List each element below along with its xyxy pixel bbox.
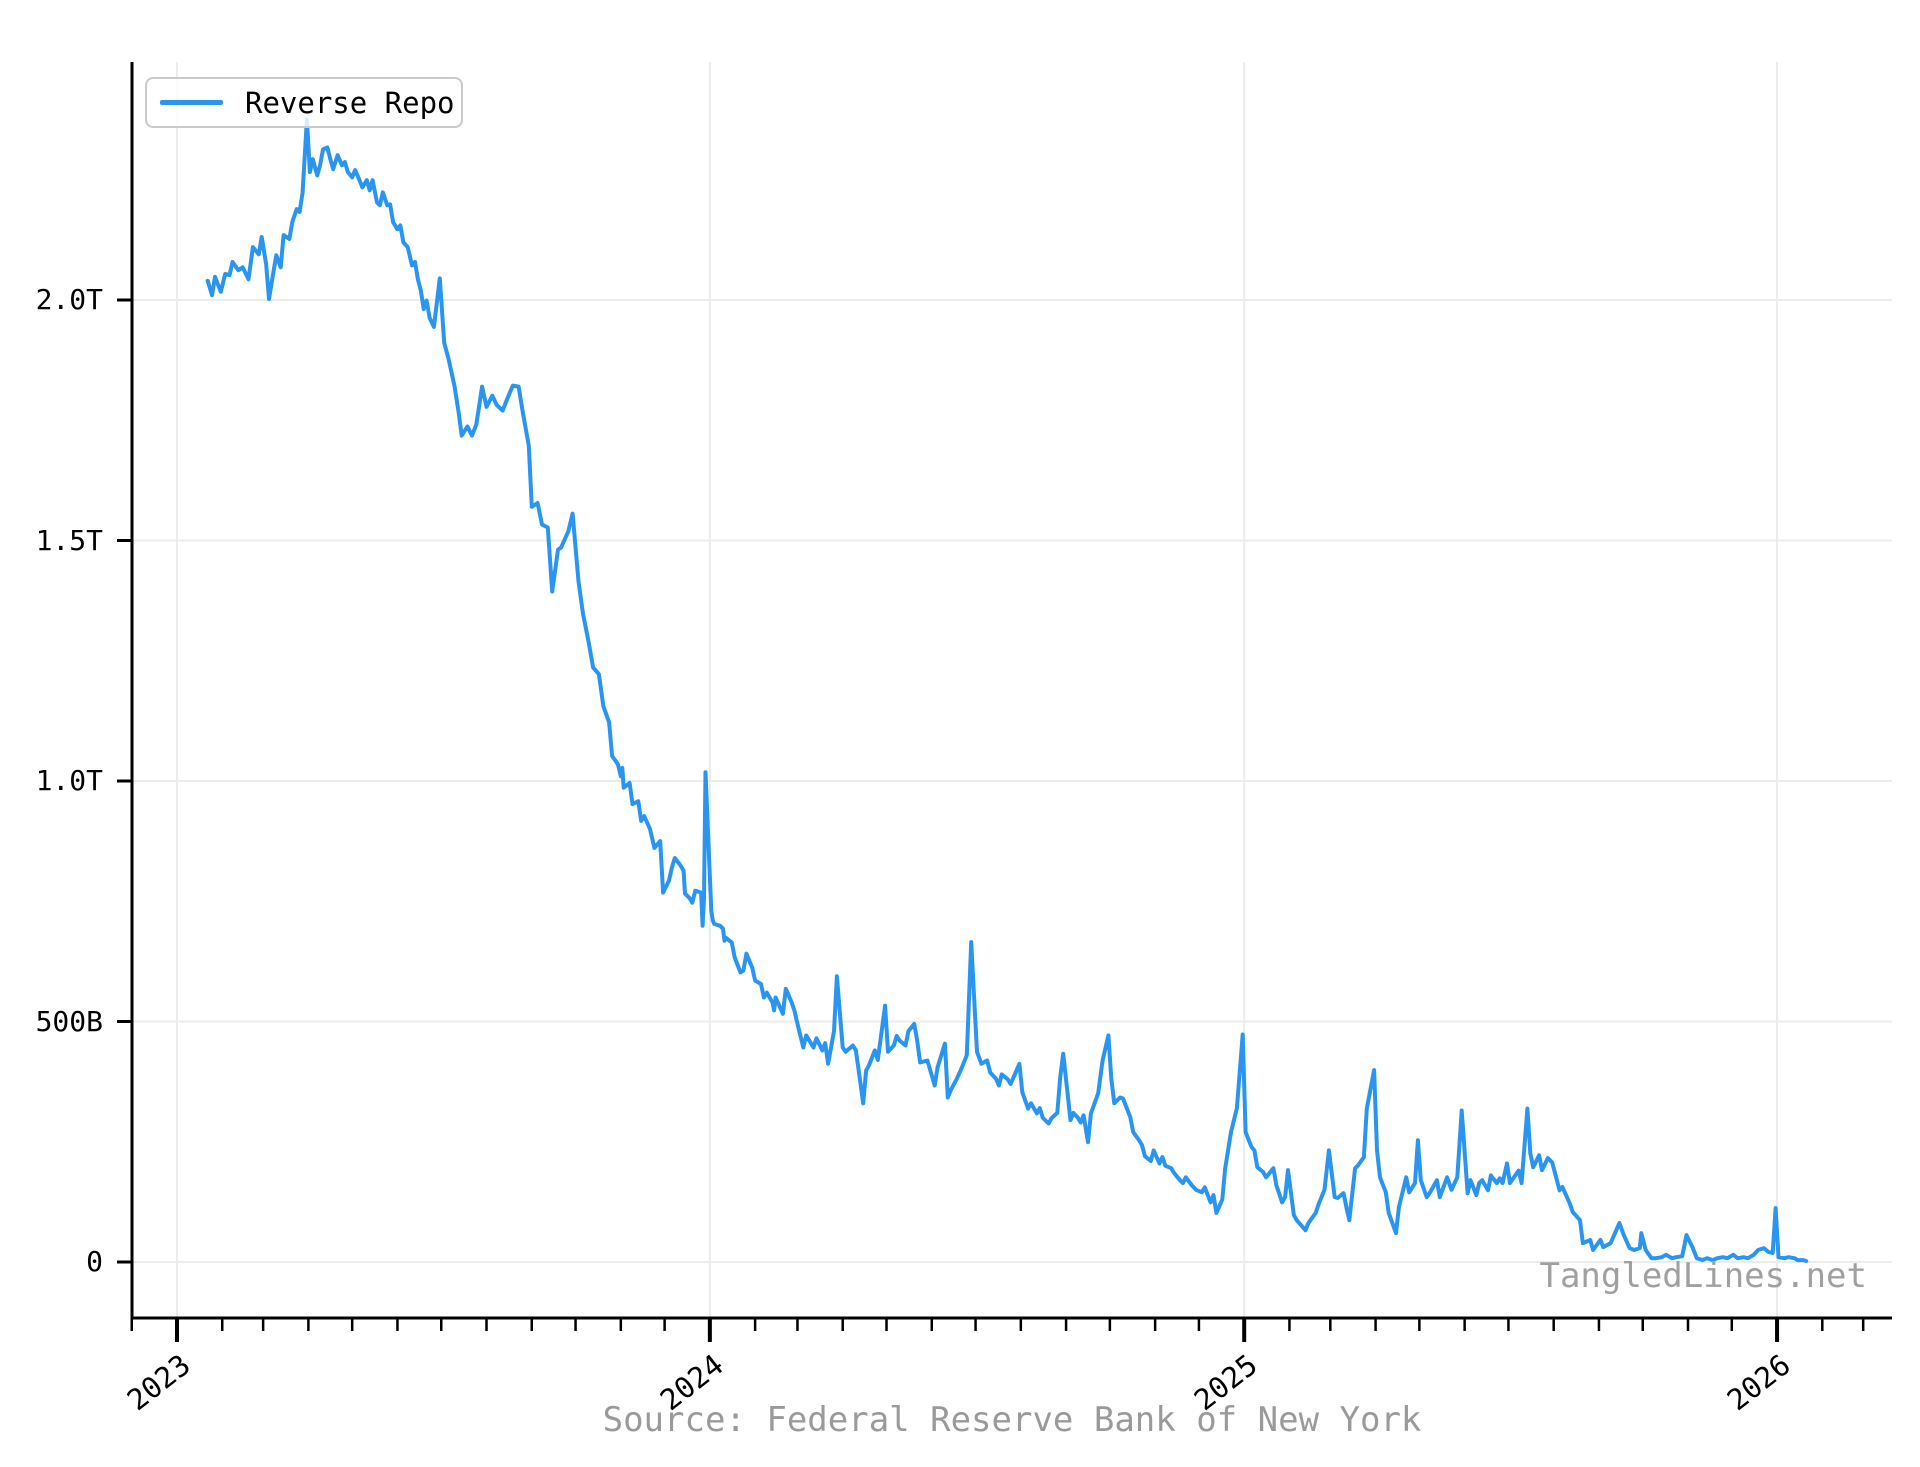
y-tick-label-0: 0 [86,1245,103,1278]
source-caption: Source: Federal Reserve Bank of New York [602,1400,1422,1440]
y-tick-label-1.5T: 1.5T [35,523,103,557]
reverse-repo-line [205,117,1809,1263]
legend-label: Reverse Repo [245,85,455,120]
watermark: TangledLines.net [1539,1256,1867,1296]
y-tick-label-2.0T: 2.0T [35,283,103,316]
legend-line-swatch-icon [160,100,223,105]
y-tick-label-500B: 500B [35,1004,103,1038]
y-tick-label-1.0T: 1.0T [35,764,103,797]
legend: Reverse Repo [145,77,463,128]
